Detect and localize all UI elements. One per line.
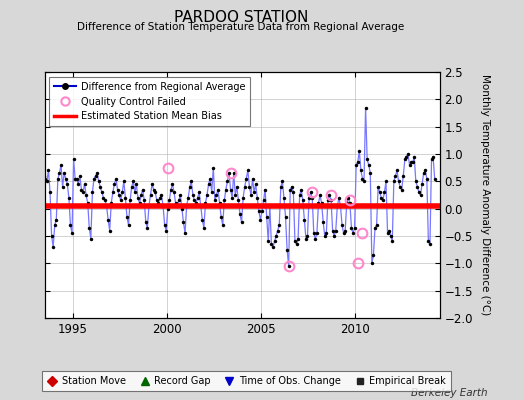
- Text: Berkeley Earth: Berkeley Earth: [411, 388, 487, 398]
- Y-axis label: Monthly Temperature Anomaly Difference (°C): Monthly Temperature Anomaly Difference (…: [480, 74, 490, 316]
- Text: Difference of Station Temperature Data from Regional Average: Difference of Station Temperature Data f…: [78, 22, 405, 32]
- Legend: Difference from Regional Average, Quality Control Failed, Estimated Station Mean: Difference from Regional Average, Qualit…: [49, 77, 250, 126]
- Legend: Station Move, Record Gap, Time of Obs. Change, Empirical Break: Station Move, Record Gap, Time of Obs. C…: [41, 372, 451, 391]
- Text: PARDOO STATION: PARDOO STATION: [174, 10, 308, 25]
